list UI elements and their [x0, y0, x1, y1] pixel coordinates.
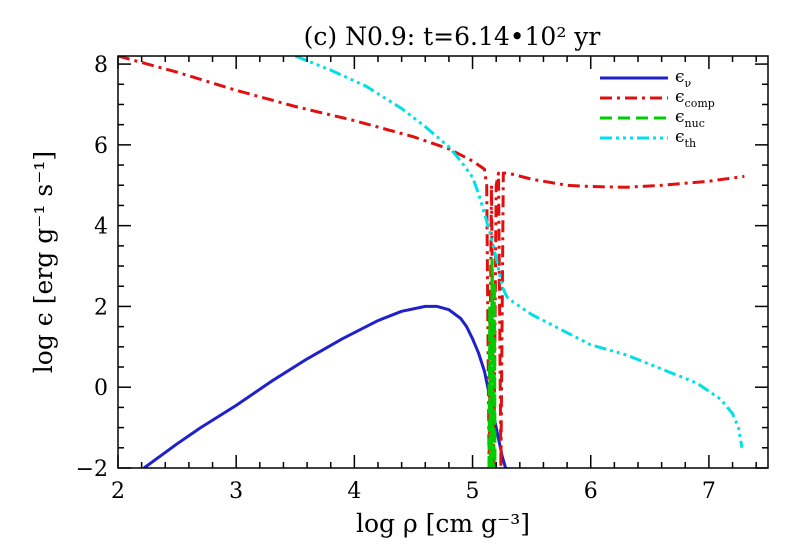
series-line-comp [118, 56, 745, 468]
y-tick-label: 6 [94, 134, 108, 159]
series-line-nuc [487, 256, 497, 468]
y-tick-label: 8 [94, 53, 108, 78]
y-tick-label: 2 [94, 295, 108, 320]
series-line-ν [143, 304, 508, 468]
x-tick-label: 7 [702, 479, 716, 504]
legend-label-ν: ϵν [675, 67, 692, 90]
x-tick-label: 3 [229, 479, 243, 504]
chart-title: (c) N0.9: t=6.14•10² yr [304, 22, 601, 51]
tick-labels: 2 3 4 5 6 7 −2 0 2 4 6 8 [76, 53, 716, 504]
series-line-th [294, 56, 744, 449]
x-tick-label: 6 [584, 479, 598, 504]
x-tick-label: 5 [466, 479, 480, 504]
plot-area [118, 56, 745, 468]
legend-label-th: ϵth [675, 127, 696, 150]
y-axis-label: log ϵ [erg g⁻¹ s⁻¹] [29, 151, 58, 373]
y-tick-label: 0 [94, 376, 108, 401]
x-axis-label: log ρ [cm g⁻³] [356, 509, 530, 538]
plot-frame [117, 55, 769, 469]
y-tick-label: 4 [94, 215, 108, 240]
x-tick-label: 4 [347, 479, 361, 504]
y-tick-label: −2 [76, 457, 108, 482]
x-tick-label: 2 [111, 479, 125, 504]
axis-ticks [117, 56, 768, 469]
legend-label-comp: ϵcomp [675, 87, 715, 110]
legend-label-nuc: ϵnuc [675, 107, 705, 130]
